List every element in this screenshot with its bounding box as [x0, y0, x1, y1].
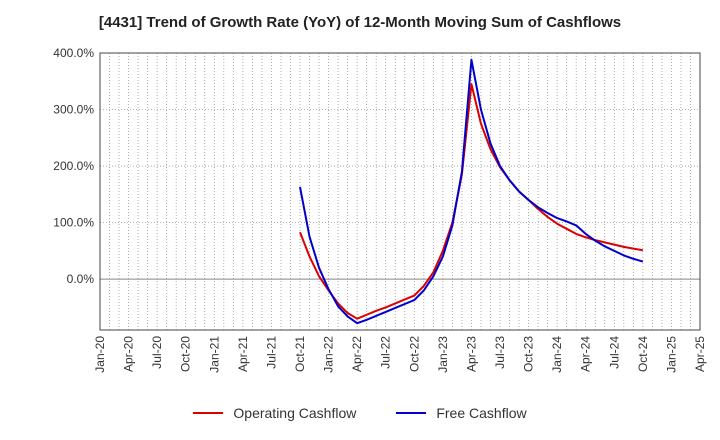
y-tick-label: 300.0%	[53, 103, 94, 117]
x-tick-label: Jul-20	[150, 336, 164, 369]
y-tick-label: 0.0%	[67, 272, 95, 286]
x-tick-label: Jan-25	[664, 336, 678, 373]
legend-label-operating: Operating Cashflow	[233, 405, 357, 421]
x-tick-label: Oct-23	[522, 336, 536, 372]
x-tick-label: Oct-22	[407, 336, 421, 372]
x-tick-label: Apr-24	[579, 336, 593, 372]
series-line-1	[299, 58, 644, 325]
x-tick-label: Jul-22	[379, 336, 393, 369]
gridlines	[99, 52, 701, 330]
x-tick-label: Jan-20	[93, 336, 107, 373]
x-tick-label: Oct-24	[636, 336, 650, 372]
legend-item-free: Free Cashflow	[396, 405, 527, 421]
x-tick-label: Apr-22	[350, 336, 364, 372]
y-tick-label: 200.0%	[53, 159, 94, 173]
x-tick-label: Oct-20	[179, 336, 193, 372]
x-tick-label: Apr-25	[693, 336, 707, 372]
legend: Operating Cashflow Free Cashflow	[0, 405, 720, 421]
x-tick-label: Apr-23	[464, 336, 478, 372]
legend-swatch-free	[396, 412, 427, 414]
x-tick-label: Oct-21	[293, 336, 307, 372]
chart-title: [4431] Trend of Growth Rate (YoY) of 12-…	[98, 14, 622, 31]
x-tick-label: Jan-22	[322, 336, 336, 373]
legend-swatch-operating	[193, 412, 224, 414]
series-lines	[299, 58, 644, 325]
y-tick-label: 100.0%	[53, 216, 94, 230]
x-tick-label: Apr-20	[122, 336, 136, 372]
x-tick-label: Apr-21	[236, 336, 250, 372]
series-line-0	[299, 83, 644, 320]
x-tick-label: Jul-23	[493, 336, 507, 369]
legend-label-free: Free Cashflow	[436, 405, 527, 421]
y-tick-label: 400.0%	[53, 46, 94, 60]
x-tick-label: Jan-21	[207, 336, 221, 373]
x-tick-label: Jul-21	[264, 336, 278, 369]
axes: 400.0% 300.0% 200.0% 100.0% 0.0% Jan-20 Apr-20…	[53, 46, 707, 373]
x-tick-label: Jan-23	[436, 336, 450, 373]
x-tick-label: Jul-24	[607, 336, 621, 369]
x-tick-label: Jan-24	[550, 336, 564, 373]
legend-item-operating: Operating Cashflow	[193, 405, 356, 421]
plot-border	[99, 52, 701, 331]
